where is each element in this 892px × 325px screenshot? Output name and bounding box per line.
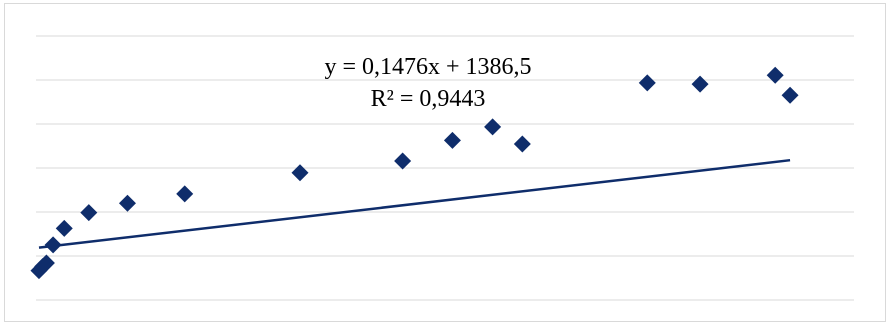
gridlines bbox=[36, 35, 854, 301]
data-point bbox=[513, 135, 531, 153]
trendline-r2-label: R² = 0,9443 bbox=[371, 86, 486, 112]
data-point bbox=[291, 164, 309, 182]
data-point bbox=[55, 219, 73, 237]
data-point bbox=[691, 75, 709, 93]
trendline bbox=[38, 158, 791, 249]
data-point bbox=[638, 74, 656, 92]
data-point bbox=[394, 152, 412, 170]
data-point bbox=[484, 118, 502, 136]
data-point bbox=[80, 204, 98, 222]
data-point bbox=[176, 185, 194, 203]
data-point bbox=[118, 194, 136, 212]
trendline-layer bbox=[38, 158, 791, 249]
data-points bbox=[30, 66, 799, 280]
data-point bbox=[44, 236, 62, 254]
data-point bbox=[37, 254, 55, 272]
data-point bbox=[781, 86, 799, 104]
data-point bbox=[766, 66, 784, 84]
chart-frame bbox=[4, 3, 886, 322]
trendline-equation-label: y = 0,1476x + 1386,5 bbox=[324, 54, 531, 80]
data-point bbox=[443, 131, 461, 149]
